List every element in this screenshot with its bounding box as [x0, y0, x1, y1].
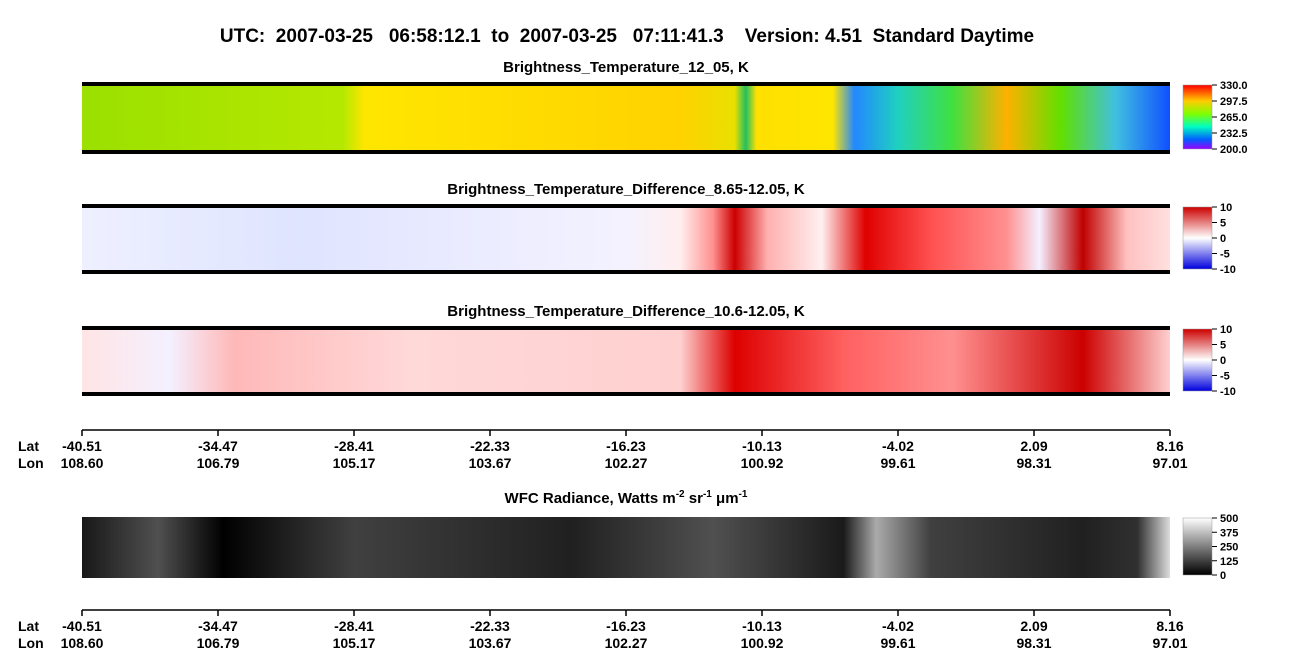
lat-tick-label: -10.13 — [742, 618, 782, 634]
lon-tick-label: 97.01 — [1152, 635, 1187, 651]
colorbar-label: 10 — [1220, 202, 1232, 214]
page-title: UTC: 2007-03-25 06:58:12.1 to 2007-03-25… — [220, 26, 1034, 47]
panel-title: Brightness_Temperature_12_05, K — [503, 59, 749, 76]
colorbar-label: 5 — [1220, 218, 1226, 230]
lat-tick-label: 8.16 — [1156, 438, 1183, 454]
lon-tick-label: 108.60 — [61, 455, 104, 471]
lat-tick-label: -40.51 — [62, 438, 102, 454]
lat-label: Lat — [18, 618, 39, 634]
colorbar-label: 232.5 — [1220, 128, 1248, 140]
lat-tick-label: -28.41 — [334, 618, 374, 634]
panel-title: Brightness_Temperature_Difference_8.65-1… — [447, 181, 805, 198]
colorbar-label: -10 — [1220, 264, 1236, 276]
panel-title: Brightness_Temperature_Difference_10.6-1… — [447, 303, 805, 320]
image-strip — [82, 328, 1170, 394]
title-superscript: -1 — [739, 489, 748, 500]
strip-edge — [82, 270, 1170, 274]
lon-label: Lon — [18, 635, 44, 651]
lon-tick-label: 102.27 — [605, 455, 648, 471]
image-strip — [82, 206, 1170, 272]
title-text: Brightness_Temperature_Difference_10.6-1… — [447, 303, 805, 320]
lat-tick-label: 2.09 — [1020, 618, 1047, 634]
strip-edge — [82, 82, 1170, 86]
lon-label: Lon — [18, 455, 44, 471]
strip-edge — [82, 204, 1170, 208]
lon-tick-label: 99.61 — [880, 635, 915, 651]
colorbar — [1182, 328, 1213, 392]
lon-tick-label: 103.67 — [469, 635, 512, 651]
strip-edge — [82, 392, 1170, 396]
colorbar-label: 5 — [1220, 340, 1226, 352]
lon-tick-label: 98.31 — [1016, 635, 1051, 651]
title-text: Brightness_Temperature_12_05, K — [503, 59, 749, 76]
colorbar-label: 375 — [1220, 527, 1238, 539]
lon-tick-label: 103.67 — [469, 455, 512, 471]
colorbar-label: 10 — [1220, 324, 1232, 336]
lat-tick-label: -34.47 — [198, 618, 238, 634]
strip-edge — [82, 326, 1170, 330]
title-text: Brightness_Temperature_Difference_8.65-1… — [447, 181, 805, 198]
title-text: sr — [685, 490, 704, 507]
lon-tick-label: 100.92 — [741, 635, 784, 651]
lon-tick-label: 105.17 — [333, 635, 376, 651]
lon-tick-label: 106.79 — [197, 635, 240, 651]
colorbar-label: 200.0 — [1220, 144, 1248, 156]
lat-tick-label: -4.02 — [882, 438, 914, 454]
colorbar-label: 250 — [1220, 542, 1238, 554]
colorbar — [1182, 206, 1213, 270]
lon-tick-label: 100.92 — [741, 455, 784, 471]
colorbar-label: -10 — [1220, 386, 1236, 398]
colorbar-label: 500 — [1220, 513, 1238, 525]
lon-tick-label: 102.27 — [605, 635, 648, 651]
lat-tick-label: -28.41 — [334, 438, 374, 454]
lon-tick-label: 98.31 — [1016, 455, 1051, 471]
lon-tick-label: 97.01 — [1152, 455, 1187, 471]
lat-tick-label: -40.51 — [62, 618, 102, 634]
lat-tick-label: 2.09 — [1020, 438, 1047, 454]
colorbar-label: 0 — [1220, 233, 1226, 245]
strip-edge — [82, 150, 1170, 154]
title-superscript: -1 — [703, 489, 712, 500]
lat-tick-label: -22.33 — [470, 618, 510, 634]
colorbar-label: 0 — [1220, 570, 1226, 582]
colorbar-label: 330.0 — [1220, 80, 1248, 92]
title-text: WFC Radiance, Watts m — [505, 490, 676, 507]
lon-tick-label: 99.61 — [880, 455, 915, 471]
colorbar-label: 0 — [1220, 355, 1226, 367]
colorbar — [1182, 84, 1213, 150]
lat-tick-label: -22.33 — [470, 438, 510, 454]
title-text: μm — [712, 490, 739, 507]
colorbar-label: 125 — [1220, 556, 1238, 568]
lat-tick-label: -10.13 — [742, 438, 782, 454]
title-superscript: -2 — [676, 489, 685, 500]
image-strip — [82, 517, 1170, 578]
colorbar — [1182, 517, 1213, 576]
lon-tick-label: 106.79 — [197, 455, 240, 471]
lon-tick-label: 108.60 — [61, 635, 104, 651]
lat-tick-label: -16.23 — [606, 618, 646, 634]
lon-tick-label: 105.17 — [333, 455, 376, 471]
colorbar-label: 265.0 — [1220, 112, 1248, 124]
panel-title: WFC Radiance, Watts m-2 sr-1 μm-1 — [505, 489, 748, 507]
colorbar-label: -5 — [1220, 249, 1230, 261]
lat-tick-label: -34.47 — [198, 438, 238, 454]
image-strip — [82, 84, 1170, 152]
lat-tick-label: -16.23 — [606, 438, 646, 454]
colorbar-label: 297.5 — [1220, 96, 1248, 108]
lat-tick-label: 8.16 — [1156, 618, 1183, 634]
lat-label: Lat — [18, 438, 39, 454]
colorbar-label: -5 — [1220, 371, 1230, 383]
lat-tick-label: -4.02 — [882, 618, 914, 634]
